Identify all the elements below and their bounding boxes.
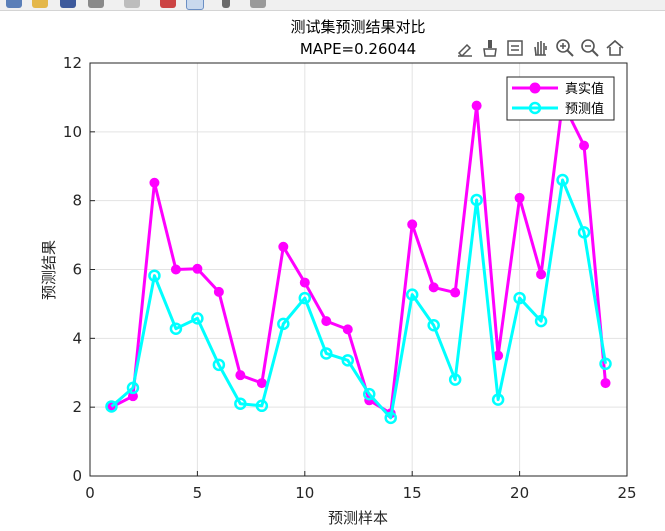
data-point[interactable]: [149, 177, 160, 188]
data-point[interactable]: [579, 140, 590, 151]
data-point[interactable]: [513, 291, 526, 305]
data-point[interactable]: [577, 226, 591, 239]
x-tick-label: 5: [193, 484, 203, 502]
legend-label-true: 真实值: [565, 81, 604, 97]
data-point[interactable]: [450, 287, 461, 298]
insert-legend-icon[interactable]: [186, 0, 204, 10]
save-icon[interactable]: [60, 0, 76, 8]
y-tick-label: 8: [72, 192, 82, 210]
data-point[interactable]: [384, 411, 397, 425]
data-point[interactable]: [448, 373, 462, 386]
chart-subtitle: MAPE=0.26044: [300, 40, 416, 58]
y-axis-label: 预测结果: [40, 240, 58, 300]
x-axis: 0 5 10 15 20 25: [85, 471, 637, 502]
insert-colorbar-icon[interactable]: [160, 0, 176, 8]
legend[interactable]: 真实值 预测值: [506, 76, 615, 121]
y-tick-label: 0: [72, 467, 82, 485]
y-tick-label: 4: [72, 329, 82, 347]
data-point[interactable]: [169, 322, 183, 335]
data-point[interactable]: [256, 378, 267, 389]
cursor-icon[interactable]: [222, 0, 230, 8]
property-editor-icon[interactable]: [250, 0, 266, 8]
data-point[interactable]: [192, 263, 203, 274]
data-point[interactable]: [536, 269, 547, 280]
data-point[interactable]: [341, 354, 355, 367]
x-tick-label: 15: [403, 484, 422, 502]
data-point[interactable]: [235, 370, 246, 381]
print-icon[interactable]: [88, 0, 104, 8]
link-icon[interactable]: [124, 0, 140, 8]
legend-box: [506, 76, 615, 121]
data-point[interactable]: [471, 100, 482, 111]
data-point[interactable]: [491, 393, 505, 406]
data-point[interactable]: [191, 312, 204, 325]
axes-toolbar: [452, 36, 627, 60]
data-point[interactable]: [405, 288, 419, 301]
brush-icon[interactable]: [477, 36, 502, 60]
x-tick-label: 20: [510, 484, 529, 502]
data-point[interactable]: [470, 193, 483, 207]
data-point[interactable]: [298, 291, 312, 305]
open-folder-icon[interactable]: [32, 0, 48, 8]
data-point[interactable]: [321, 316, 332, 327]
data-point[interactable]: [407, 219, 418, 230]
pan-hand-icon[interactable]: [527, 36, 552, 60]
data-point[interactable]: [126, 381, 140, 395]
legend-marker-true: [529, 82, 541, 94]
data-point[interactable]: [427, 319, 440, 332]
data-point[interactable]: [170, 264, 181, 275]
x-axis-label: 预测样本: [328, 509, 388, 527]
data-point[interactable]: [362, 387, 376, 401]
x-tick-label: 0: [85, 484, 95, 502]
zoom-out-icon[interactable]: [577, 36, 602, 60]
legend-label-pred: 预测值: [565, 101, 604, 117]
data-point[interactable]: [514, 192, 525, 203]
y-tick-label: 2: [72, 398, 82, 416]
x-tick-label: 25: [617, 484, 636, 502]
data-tips-icon[interactable]: [502, 36, 527, 60]
data-point[interactable]: [234, 397, 247, 410]
legend-marker-pred: [528, 101, 542, 115]
data-point[interactable]: [320, 347, 333, 360]
data-point[interactable]: [255, 399, 269, 413]
y-tick-label: 10: [63, 123, 82, 141]
data-point[interactable]: [212, 358, 226, 372]
zoom-in-icon[interactable]: [552, 36, 577, 60]
data-point[interactable]: [534, 314, 548, 328]
series-1: [105, 173, 612, 425]
data-point[interactable]: [299, 277, 310, 288]
export-icon[interactable]: [452, 36, 477, 60]
chart-title: 测试集预测结果对比: [290, 18, 425, 36]
y-tick-label: 6: [72, 261, 82, 279]
data-point[interactable]: [556, 173, 569, 187]
data-point[interactable]: [277, 317, 290, 331]
y-axis: 0 2 4 6 8 10 12: [63, 54, 95, 485]
x-tick-label: 10: [295, 484, 314, 502]
data-point[interactable]: [213, 286, 224, 297]
data-point[interactable]: [599, 357, 612, 371]
series-layer: [105, 97, 612, 425]
data-point[interactable]: [600, 378, 611, 389]
data-point[interactable]: [148, 269, 161, 282]
data-point[interactable]: [278, 241, 289, 252]
y-tick-label: 12: [63, 54, 82, 72]
new-figure-icon[interactable]: [6, 0, 22, 8]
home-icon[interactable]: [602, 36, 627, 60]
figure-toolstrip: [0, 0, 665, 11]
data-point[interactable]: [342, 324, 353, 335]
data-point[interactable]: [105, 400, 118, 413]
data-point[interactable]: [428, 282, 439, 293]
